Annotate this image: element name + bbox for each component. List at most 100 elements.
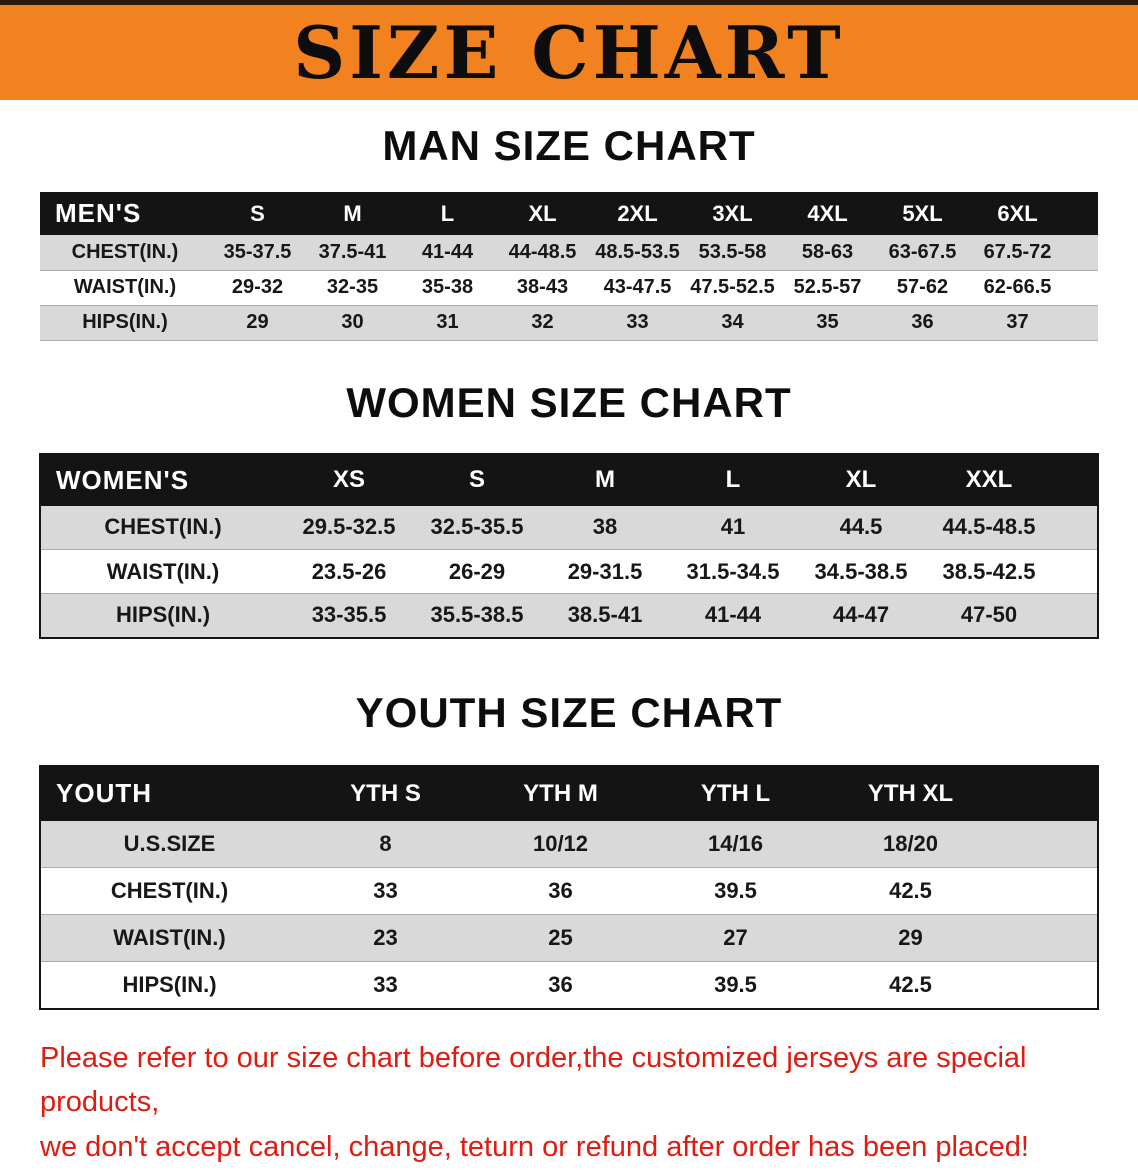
- size-value-cell: 37.5-41: [305, 235, 400, 270]
- size-value-cell: 30: [305, 305, 400, 340]
- size-value-cell: 18/20: [823, 821, 998, 868]
- size-column-header: XL: [495, 192, 590, 235]
- size-value-cell: 29: [210, 305, 305, 340]
- size-value-cell: 14/16: [648, 821, 823, 868]
- size-value-cell: 42.5: [823, 868, 998, 915]
- row-label: WAIST(IN.): [40, 915, 298, 962]
- size-value-cell: 32.5-35.5: [413, 506, 541, 550]
- size-column-header: YTH S: [298, 766, 473, 821]
- size-value-cell: 47.5-52.5: [685, 270, 780, 305]
- size-value-cell: 44.5-48.5: [925, 506, 1053, 550]
- size-value-cell: 47-50: [925, 594, 1053, 638]
- men-size-chart-heading: MAN SIZE CHART: [0, 122, 1138, 170]
- spacer-cell: [998, 915, 1098, 962]
- spacer-cell: [1065, 270, 1098, 305]
- size-value-cell: 10/12: [473, 821, 648, 868]
- size-value-cell: 44-47: [797, 594, 925, 638]
- size-value-cell: 29.5-32.5: [285, 506, 413, 550]
- size-value-cell: 48.5-53.5: [590, 235, 685, 270]
- banner: SIZE CHART: [0, 0, 1138, 100]
- size-value-cell: 32: [495, 305, 590, 340]
- size-value-cell: 63-67.5: [875, 235, 970, 270]
- size-value-cell: 38: [541, 506, 669, 550]
- size-value-cell: 31.5-34.5: [669, 550, 797, 594]
- size-column-header: XS: [285, 454, 413, 506]
- size-column-header: S: [210, 192, 305, 235]
- size-value-cell: 8: [298, 821, 473, 868]
- row-label: HIPS(IN.): [40, 594, 285, 638]
- size-column-header: 3XL: [685, 192, 780, 235]
- size-value-cell: 23.5-26: [285, 550, 413, 594]
- table-corner-label: YOUTH: [40, 766, 298, 821]
- size-column-header: YTH L: [648, 766, 823, 821]
- size-column-header: S: [413, 454, 541, 506]
- size-value-cell: 33: [590, 305, 685, 340]
- size-value-cell: 32-35: [305, 270, 400, 305]
- size-value-cell: 23: [298, 915, 473, 962]
- size-column-header: M: [305, 192, 400, 235]
- table-corner-label: WOMEN'S: [40, 454, 285, 506]
- spacer-cell: [1065, 305, 1098, 340]
- size-value-cell: 42.5: [823, 962, 998, 1009]
- size-value-cell: 26-29: [413, 550, 541, 594]
- spacer-cell: [998, 962, 1098, 1009]
- size-value-cell: 53.5-58: [685, 235, 780, 270]
- size-column-header: 2XL: [590, 192, 685, 235]
- spacer-cell: [998, 766, 1098, 821]
- disclaimer: Please refer to our size chart before or…: [40, 1036, 1100, 1170]
- spacer-cell: [1065, 192, 1098, 235]
- size-value-cell: 35-38: [400, 270, 495, 305]
- page-title: SIZE CHART: [293, 17, 845, 89]
- row-label: U.S.SIZE: [40, 821, 298, 868]
- size-column-header: L: [669, 454, 797, 506]
- disclaimer-line-1: Please refer to our size chart before or…: [40, 1036, 1100, 1126]
- size-value-cell: 33: [298, 868, 473, 915]
- size-value-cell: 38.5-42.5: [925, 550, 1053, 594]
- size-value-cell: 33-35.5: [285, 594, 413, 638]
- row-label: WAIST(IN.): [40, 270, 210, 305]
- size-value-cell: 29-31.5: [541, 550, 669, 594]
- size-column-header: 4XL: [780, 192, 875, 235]
- size-value-cell: 37: [970, 305, 1065, 340]
- row-label: HIPS(IN.): [40, 962, 298, 1009]
- size-column-header: XXL: [925, 454, 1053, 506]
- size-value-cell: 41: [669, 506, 797, 550]
- spacer-cell: [1053, 550, 1098, 594]
- size-value-cell: 29: [823, 915, 998, 962]
- row-label: CHEST(IN.): [40, 506, 285, 550]
- size-value-cell: 39.5: [648, 868, 823, 915]
- size-value-cell: 36: [473, 962, 648, 1009]
- size-value-cell: 33: [298, 962, 473, 1009]
- size-value-cell: 52.5-57: [780, 270, 875, 305]
- size-value-cell: 25: [473, 915, 648, 962]
- spacer-cell: [1053, 506, 1098, 550]
- size-value-cell: 41-44: [400, 235, 495, 270]
- size-value-cell: 44-48.5: [495, 235, 590, 270]
- row-label: CHEST(IN.): [40, 235, 210, 270]
- spacer-cell: [1053, 594, 1098, 638]
- size-value-cell: 29-32: [210, 270, 305, 305]
- spacer-cell: [998, 821, 1098, 868]
- size-value-cell: 38.5-41: [541, 594, 669, 638]
- size-value-cell: 62-66.5: [970, 270, 1065, 305]
- row-label: WAIST(IN.): [40, 550, 285, 594]
- size-value-cell: 36: [875, 305, 970, 340]
- size-value-cell: 27: [648, 915, 823, 962]
- spacer-cell: [998, 868, 1098, 915]
- row-label: HIPS(IN.): [40, 305, 210, 340]
